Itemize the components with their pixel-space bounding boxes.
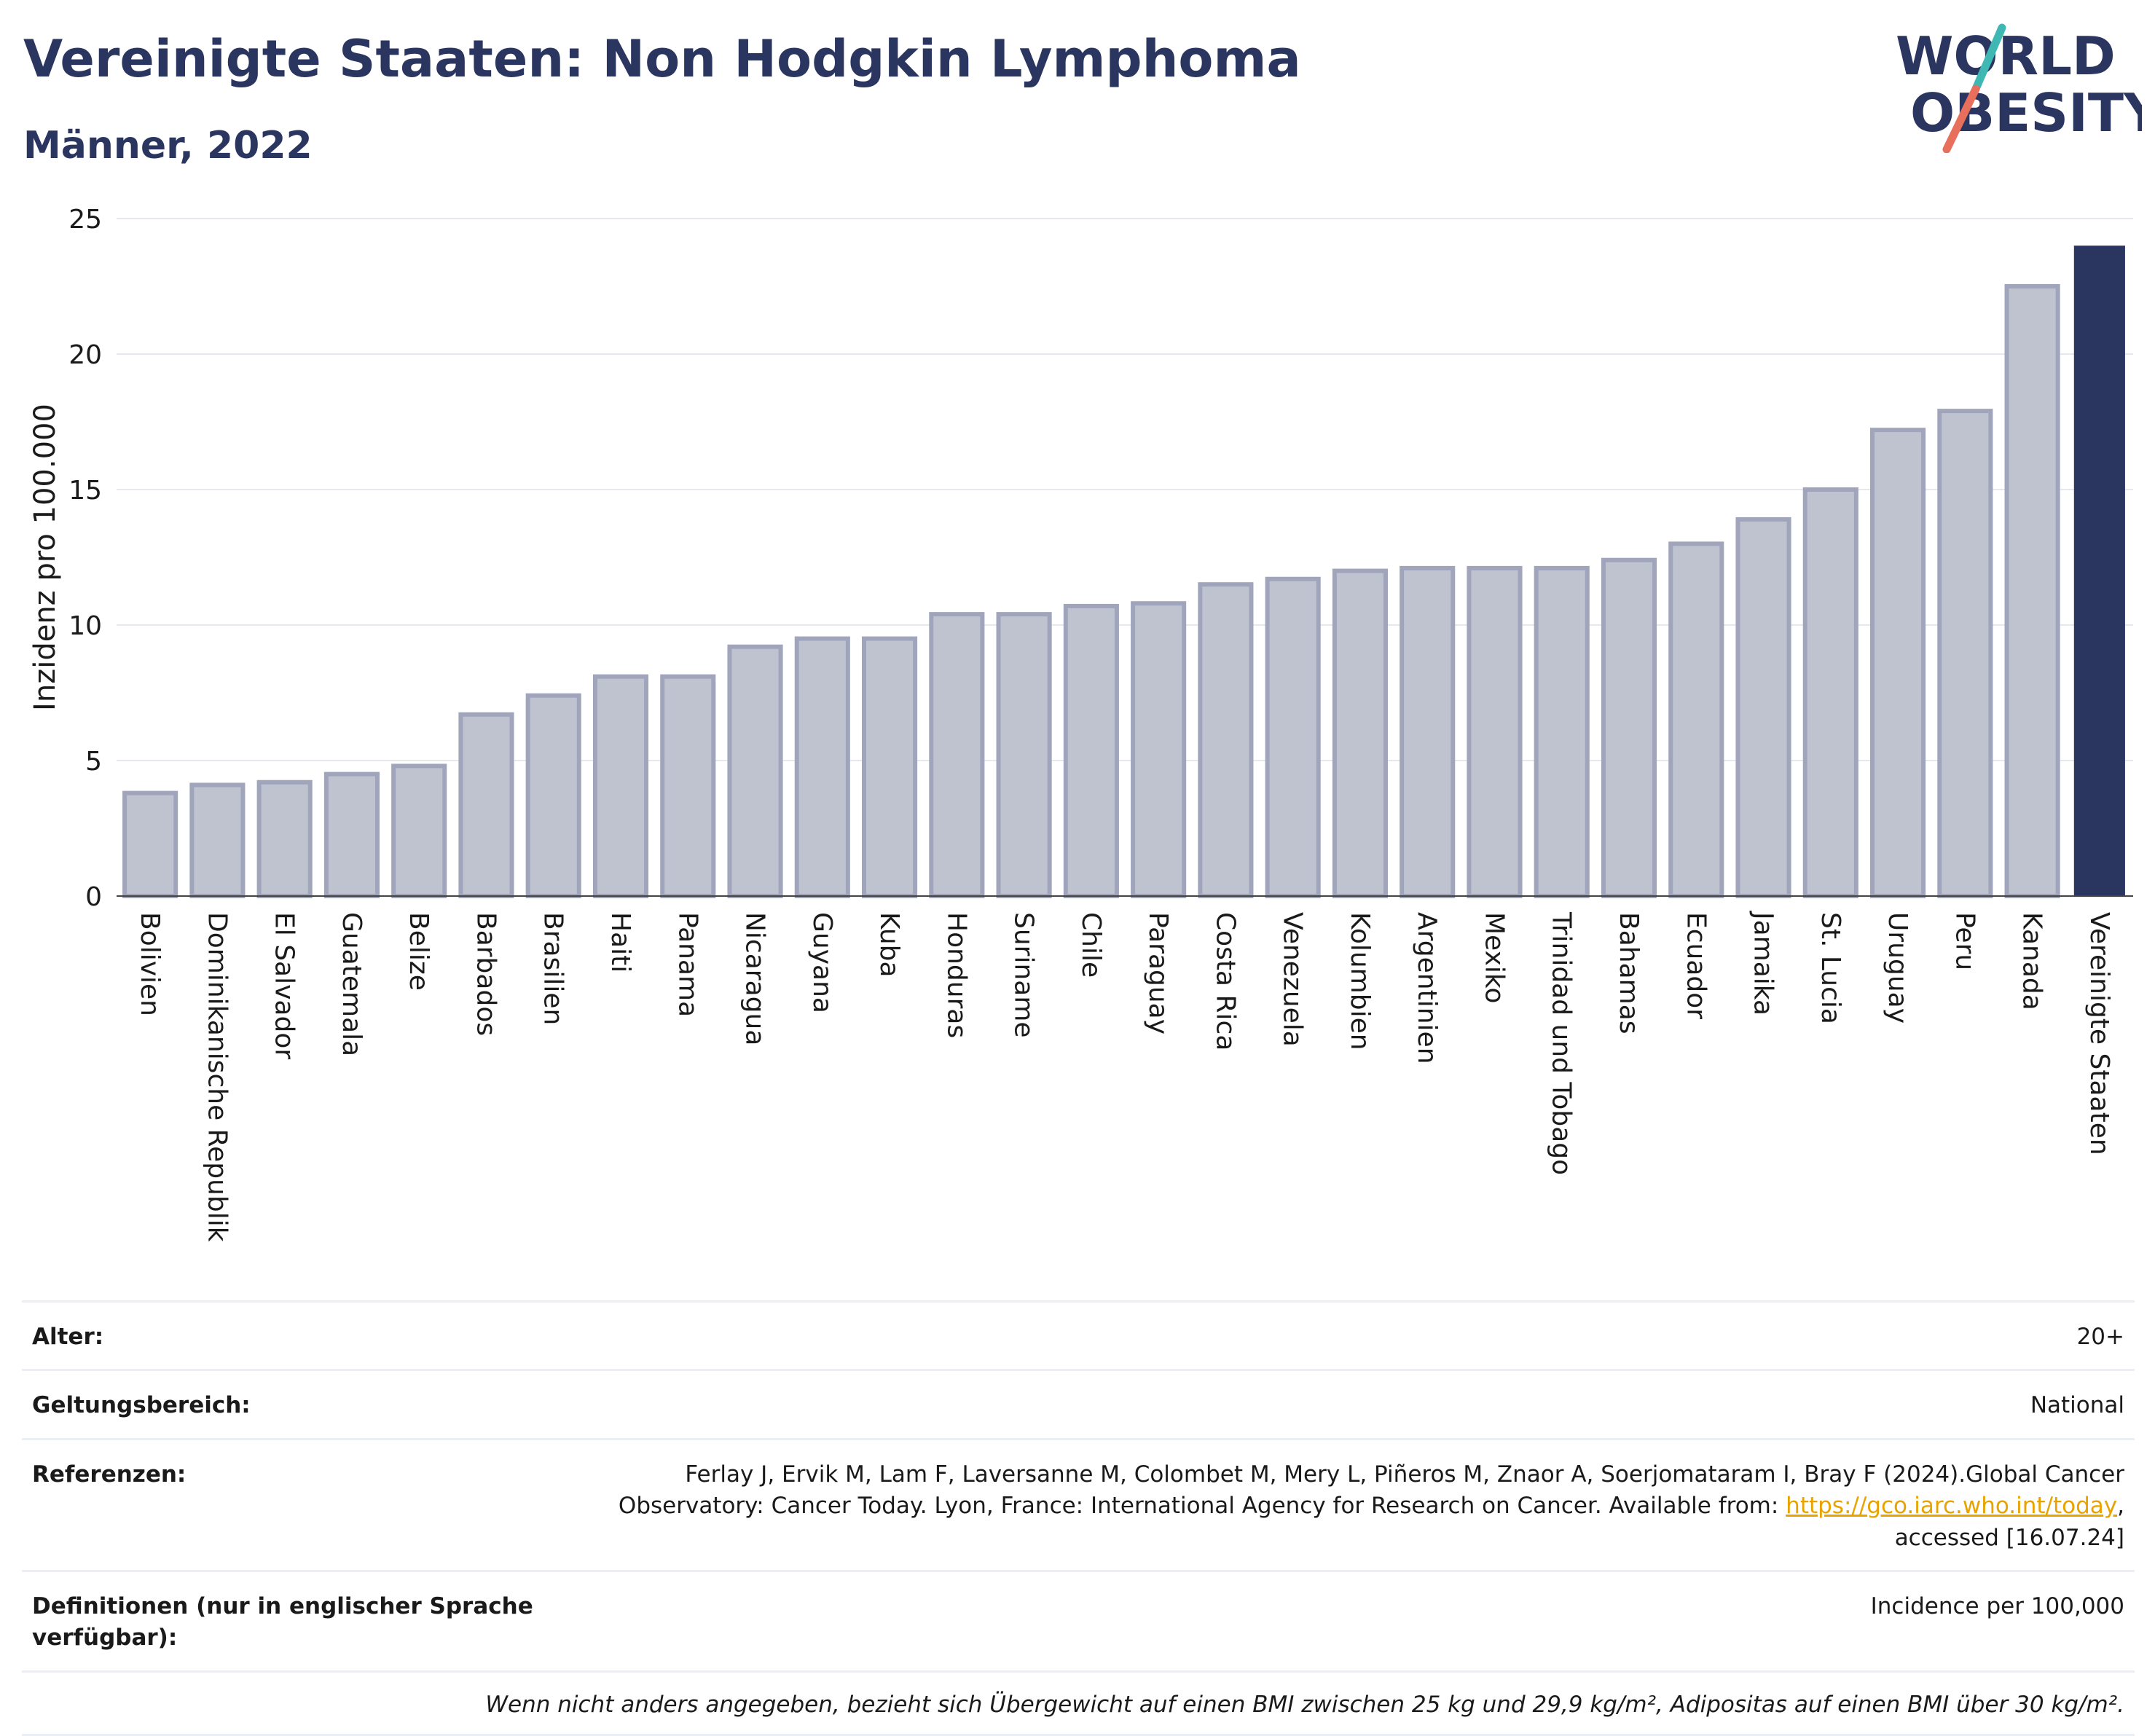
x-tick-label: Bolivien bbox=[135, 912, 165, 1016]
bar-guyana bbox=[794, 636, 850, 898]
world-obesity-logo: WORLD OBESITY bbox=[1896, 23, 2142, 153]
chart-subtitle: Männer, 2022 bbox=[23, 124, 313, 168]
logo-text-top: WORLD bbox=[1896, 25, 2116, 87]
x-tick-label: Vereinigte Staaten bbox=[2084, 912, 2114, 1155]
definitions-label: Definitionen (nur in englischer Sprache … bbox=[32, 1592, 533, 1651]
grid-lines bbox=[117, 218, 2133, 761]
bars bbox=[122, 246, 2125, 899]
bar-guatemala bbox=[323, 771, 380, 898]
references-link[interactable]: https://gco.iarc.who.int/today bbox=[1786, 1493, 2118, 1520]
x-tick-label: Uruguay bbox=[1883, 912, 1912, 1024]
y-tick-label: 5 bbox=[85, 747, 102, 777]
bar-peru bbox=[1937, 409, 1993, 898]
x-tick-label: Argentinien bbox=[1412, 912, 1442, 1064]
footnote: Wenn nicht anders angegeben, bezieht sic… bbox=[485, 1691, 2124, 1718]
scope-value: National bbox=[2030, 1392, 2124, 1419]
x-tick-label: Kolumbien bbox=[1345, 912, 1375, 1050]
bar-venezuela bbox=[1265, 576, 1321, 898]
x-tick-label: Peru bbox=[1950, 912, 1979, 970]
y-tick-label: 15 bbox=[68, 476, 102, 506]
meta-row-definitions: Definitionen (nur in englischer Sprache … bbox=[22, 1569, 2135, 1670]
x-axis-labels: Bolivien Dominikanische Republik El Salvad… bbox=[135, 911, 2114, 1242]
bar-argentinien bbox=[1400, 565, 1456, 898]
references-text-4: accessed [16.07.24] bbox=[1894, 1524, 2124, 1551]
bar-mexiko bbox=[1467, 565, 1523, 898]
y-tick-label: 0 bbox=[85, 882, 102, 912]
x-tick-label: Nicaragua bbox=[740, 912, 770, 1045]
x-tick-label: St. Lucia bbox=[1816, 912, 1845, 1024]
bar-st-lucia bbox=[1802, 487, 1858, 898]
bar-vereinigte-staaten bbox=[2073, 246, 2125, 896]
x-tick-label: Suriname bbox=[1009, 912, 1039, 1038]
logo-text-bottom: OBESITY bbox=[1910, 82, 2142, 144]
y-axis-label: Inzidenz pro 100.000 bbox=[28, 404, 62, 711]
meta-row-scope: Geltungsbereich: National bbox=[22, 1369, 2135, 1437]
y-tick-label: 20 bbox=[68, 340, 102, 370]
x-tick-label: Ecuador bbox=[1681, 912, 1711, 1019]
references-text-2: Observatory: Cancer Today. Lyon, France:… bbox=[618, 1493, 1779, 1520]
age-label: Alter: bbox=[32, 1324, 104, 1350]
x-tick-label: Guyana bbox=[807, 912, 837, 1013]
x-tick-label: Honduras bbox=[941, 912, 971, 1038]
references-value: Ferlay J, Ervik M, Lam F, Laversanne M, … bbox=[557, 1459, 2124, 1554]
references-text-1: Ferlay J, Ervik M, Lam F, Laversanne M, … bbox=[685, 1461, 2124, 1488]
meta-row-footnote: Wenn nicht anders angegeben, bezieht sic… bbox=[22, 1670, 2135, 1736]
x-tick-label: Trinidad und Tobago bbox=[1547, 911, 1577, 1175]
x-tick-label: Dominikanische Republik bbox=[202, 912, 232, 1242]
bar-kuba bbox=[862, 636, 918, 898]
bar-costa-rica bbox=[1198, 582, 1254, 898]
bar-nicaragua bbox=[727, 644, 783, 898]
bar-kanada bbox=[2004, 284, 2060, 898]
bar-brasilien bbox=[525, 693, 581, 898]
meta-row-references: Referenzen: Ferlay J, Ervik M, Lam F, La… bbox=[22, 1437, 2135, 1570]
bar-jamaika bbox=[1735, 517, 1791, 899]
bar-haiti bbox=[592, 674, 649, 898]
bar-bahamas bbox=[1601, 557, 1657, 898]
bar-chart: 0 5 10 15 20 25 Bolivien Dominikanische Republ… bbox=[28, 205, 2133, 1242]
bar-panama bbox=[660, 674, 716, 898]
x-tick-label: Haiti bbox=[605, 912, 635, 973]
bar-bolivien bbox=[122, 790, 178, 899]
x-tick-label: Bahamas bbox=[1614, 912, 1644, 1034]
y-tick-label: 25 bbox=[68, 205, 102, 235]
x-tick-label: Costa Rica bbox=[1210, 912, 1240, 1050]
bar-suriname bbox=[996, 612, 1052, 898]
x-tick-label: Mexiko bbox=[1479, 912, 1509, 1003]
x-tick-label: El Salvador bbox=[270, 912, 299, 1059]
x-tick-label: Kanada bbox=[2017, 912, 2047, 1010]
bar-paraguay bbox=[1131, 601, 1187, 898]
bar-uruguay bbox=[1870, 428, 1926, 899]
x-tick-label: Panama bbox=[672, 912, 702, 1017]
scope-label: Geltungsbereich: bbox=[32, 1392, 251, 1419]
age-value: 20+ bbox=[2076, 1324, 2124, 1350]
bar-kolumbien bbox=[1332, 568, 1388, 898]
bar-el-salvador bbox=[256, 779, 313, 899]
x-tick-label: Kuba bbox=[874, 912, 904, 978]
x-tick-label: Jamaika bbox=[1748, 911, 1778, 1016]
bar-honduras bbox=[929, 612, 985, 898]
bar-belize bbox=[391, 763, 447, 898]
x-tick-label: Belize bbox=[404, 912, 433, 991]
y-tick-label: 10 bbox=[68, 611, 102, 641]
x-tick-label: Venezuela bbox=[1278, 912, 1308, 1047]
logo-stroke-coral bbox=[1942, 85, 1980, 153]
x-tick-label: Paraguay bbox=[1143, 912, 1173, 1034]
meta-row-age: Alter: 20+ bbox=[22, 1300, 2135, 1369]
x-tick-label: Guatemala bbox=[337, 912, 366, 1056]
bar-chile bbox=[1063, 603, 1119, 899]
bar-barbados bbox=[458, 712, 514, 899]
logo-stroke-teal bbox=[1971, 23, 2006, 93]
references-label: Referenzen: bbox=[32, 1461, 187, 1488]
bar-ecuador bbox=[1668, 541, 1724, 898]
x-tick-label: Brasilien bbox=[538, 912, 568, 1025]
chart-title: Vereinigte Staaten: Non Hodgkin Lymphoma bbox=[23, 29, 1301, 89]
y-axis-ticks: 0 5 10 15 20 25 bbox=[68, 205, 102, 912]
bar-dominikanische-republik bbox=[189, 782, 246, 898]
bar-trinidad-und-tobago bbox=[1534, 565, 1590, 898]
definitions-value: Incidence per 100,000 bbox=[1870, 1592, 2124, 1619]
x-tick-label: Chile bbox=[1076, 912, 1106, 978]
meta-table: Alter: 20+ Geltungsbereich: National Ref… bbox=[22, 1300, 2135, 1736]
references-text-3: , bbox=[2117, 1493, 2124, 1520]
x-tick-label: Barbados bbox=[471, 912, 501, 1036]
